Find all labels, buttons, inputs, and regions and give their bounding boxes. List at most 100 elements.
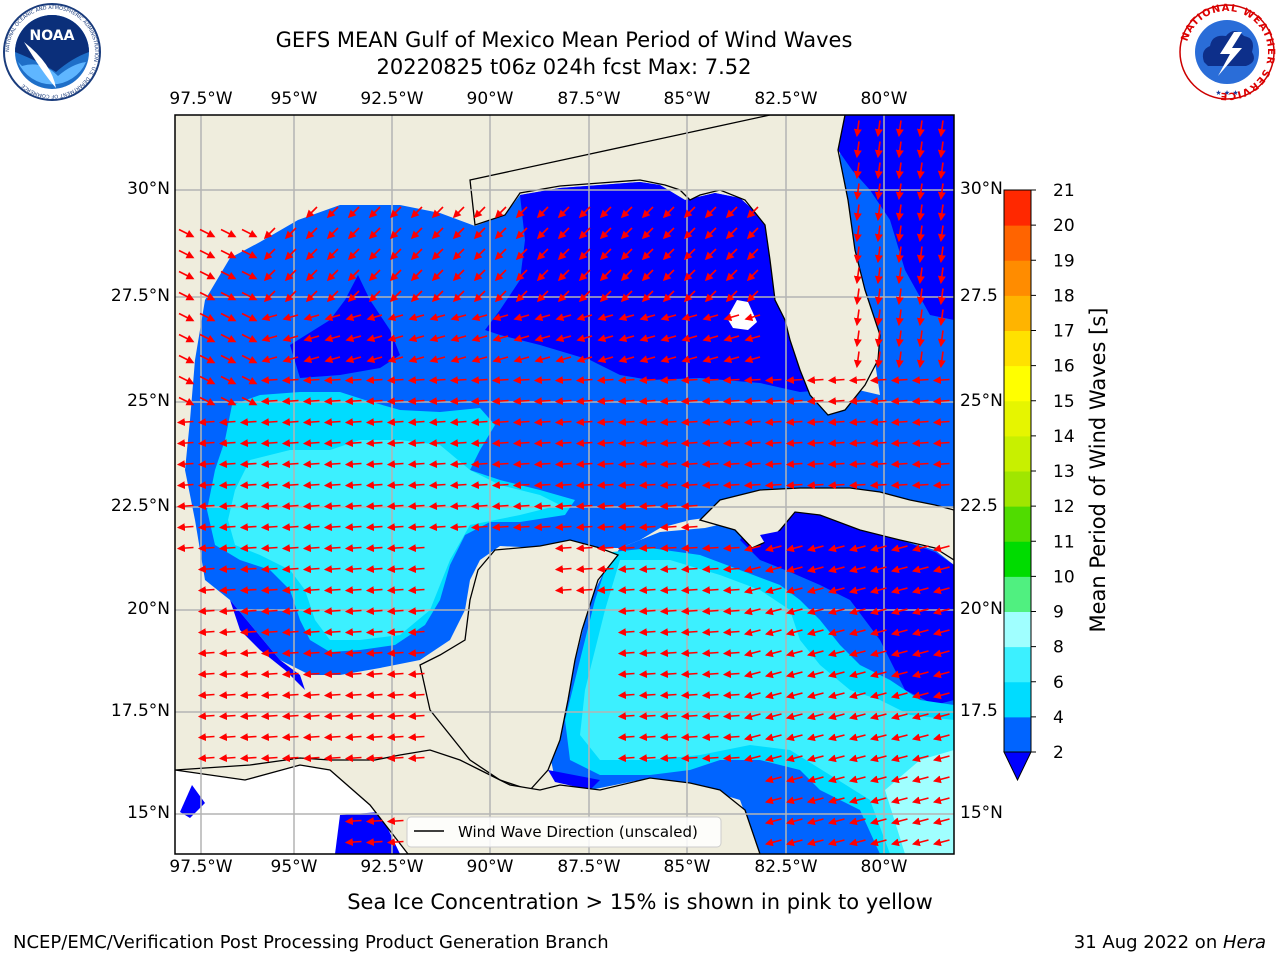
wind-wave-arrow [785, 586, 803, 595]
wind-wave-arrow [281, 754, 299, 763]
wind-wave-arrow [722, 418, 740, 427]
lon-label-bottom: 85°W [663, 857, 711, 877]
wind-wave-arrow [932, 439, 950, 448]
wind-wave-arrow [365, 397, 383, 406]
wind-wave-arrow [176, 523, 194, 532]
wind-wave-arrow [597, 355, 614, 364]
wind-wave-arrow [365, 817, 383, 826]
wind-wave-arrow [303, 313, 320, 322]
wind-wave-arrow [638, 376, 656, 385]
wind-wave-arrow [176, 460, 194, 469]
wind-wave-arrow [533, 460, 551, 469]
wind-wave-arrow [853, 141, 862, 159]
wind-wave-arrow [680, 418, 698, 427]
colorbar-tick-label: 16 [1053, 357, 1075, 377]
wind-wave-arrow [178, 312, 195, 322]
wind-wave-arrow [263, 290, 276, 303]
wind-wave-arrow [428, 460, 446, 469]
wind-wave-arrow [806, 397, 824, 406]
wind-wave-arrow [660, 313, 677, 322]
wind-wave-arrow [869, 460, 887, 469]
wind-wave-arrow [218, 733, 236, 742]
wind-wave-arrow [785, 544, 803, 553]
wind-wave-arrow [305, 206, 318, 219]
wind-wave-arrow [618, 334, 635, 343]
wind-wave-arrow [911, 712, 929, 721]
wind-wave-arrow [260, 376, 278, 385]
wind-wave-arrow [220, 396, 237, 406]
wind-wave-arrow [890, 670, 908, 679]
wind-wave-arrow [197, 544, 215, 553]
wind-wave-arrow [890, 691, 908, 700]
wind-wave-arrow [450, 334, 467, 343]
wind-wave-arrow [199, 270, 216, 280]
wind-wave-arrow [890, 817, 908, 826]
wind-wave-arrow [282, 313, 299, 322]
wind-wave-arrow [911, 544, 929, 553]
wind-wave-arrow [853, 330, 862, 348]
wind-wave-arrow [704, 269, 717, 282]
wind-wave-arrow [302, 481, 320, 490]
wind-wave-arrow [722, 460, 740, 469]
wind-wave-arrow [890, 712, 908, 721]
wind-wave-arrow [450, 313, 467, 322]
wind-wave-arrow [344, 418, 362, 427]
wind-wave-arrow [199, 375, 216, 385]
wind-wave-arrow [911, 565, 929, 574]
wind-wave-arrow [702, 313, 719, 322]
wind-wave-arrow [368, 248, 381, 261]
wind-wave-arrow [722, 565, 740, 574]
wind-wave-arrow [323, 523, 341, 532]
wind-wave-arrow [555, 313, 572, 322]
wind-wave-arrow [916, 246, 925, 264]
wind-wave-arrow [702, 334, 719, 343]
wind-wave-arrow [449, 481, 467, 490]
wind-wave-arrow [368, 290, 381, 303]
wind-wave-arrow [638, 481, 656, 490]
wind-wave-arrow [326, 206, 339, 219]
wind-wave-arrow [911, 607, 929, 616]
wind-wave-arrow [680, 649, 698, 658]
wind-wave-arrow [890, 649, 908, 658]
wind-wave-arrow [680, 565, 698, 574]
wind-wave-arrow [722, 649, 740, 658]
wind-wave-arrow [470, 481, 488, 490]
lon-label-top: 80°W [860, 89, 908, 109]
wind-wave-arrow [869, 754, 887, 763]
wind-wave-arrow [386, 607, 404, 616]
wind-wave-arrow [869, 817, 887, 826]
wind-wave-arrow [302, 712, 320, 721]
wind-wave-arrow [638, 733, 656, 742]
wind-wave-arrow [263, 269, 276, 282]
wind-wave-arrow [239, 628, 257, 637]
lat-label-left: 27.5°N [110, 286, 170, 306]
wind-wave-arrow [197, 628, 215, 637]
wind-wave-arrow [326, 248, 339, 261]
wind-wave-arrow [407, 628, 425, 637]
wind-wave-arrow [932, 628, 950, 637]
low-period-nw-caribbean [740, 508, 954, 705]
colorbar-segment [1004, 646, 1031, 683]
wind-wave-arrow [785, 481, 803, 490]
wind-wave-arrow [681, 355, 698, 364]
lat-label-right: 30°N [960, 179, 1003, 199]
wind-wave-arrow [452, 290, 465, 303]
wind-wave-arrow [386, 754, 404, 763]
wind-wave-arrow [827, 376, 845, 385]
wind-wave-arrow [344, 481, 362, 490]
wind-wave-arrow [932, 649, 950, 658]
colorbar-tick-label: 15 [1053, 392, 1075, 412]
wind-wave-arrow [827, 817, 845, 826]
wind-wave-arrow [557, 248, 570, 261]
wind-wave-arrow [743, 397, 761, 406]
wind-wave-arrow [617, 418, 635, 427]
wind-wave-arrow [869, 397, 887, 406]
wind-wave-arrow [407, 544, 425, 553]
wind-wave-arrow [638, 439, 656, 448]
wind-wave-arrow [281, 712, 299, 721]
wind-wave-arrow [178, 228, 195, 238]
wind-wave-arrow [429, 334, 446, 343]
wind-wave-arrow [326, 290, 339, 303]
wind-wave-arrow [428, 376, 446, 385]
svg-text:★ ★ ★: ★ ★ ★ [1215, 89, 1238, 97]
